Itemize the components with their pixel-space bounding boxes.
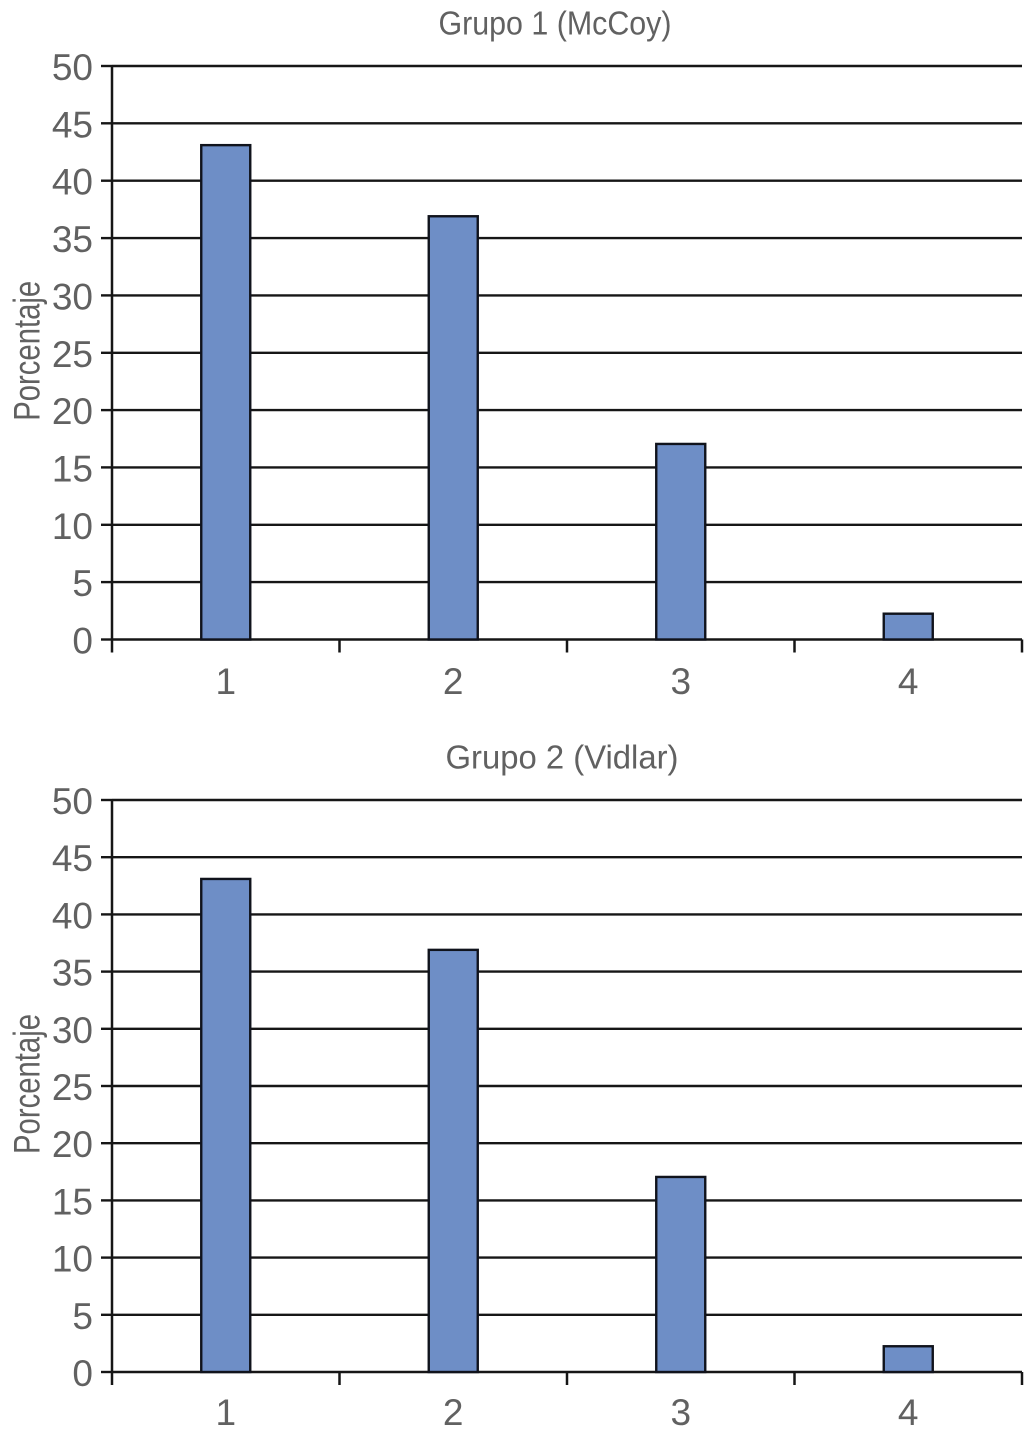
svg-text:5: 5 — [72, 563, 93, 604]
svg-text:1: 1 — [216, 1392, 237, 1433]
svg-text:20: 20 — [52, 1124, 93, 1165]
svg-text:4: 4 — [898, 1392, 919, 1433]
svg-text:35: 35 — [52, 219, 93, 260]
svg-text:Porcentaje: Porcentaje — [7, 1014, 48, 1154]
svg-text:0: 0 — [72, 621, 93, 662]
svg-text:10: 10 — [52, 506, 93, 547]
svg-text:30: 30 — [52, 276, 93, 317]
svg-text:5: 5 — [72, 1296, 93, 1337]
svg-text:1: 1 — [216, 661, 237, 702]
svg-text:Grupo 1 (McCoy): Grupo 1 (McCoy) — [439, 5, 672, 42]
svg-text:45: 45 — [52, 838, 93, 879]
svg-text:50: 50 — [52, 47, 93, 88]
svg-text:25: 25 — [52, 1067, 93, 1108]
svg-text:0: 0 — [72, 1353, 93, 1394]
svg-text:50: 50 — [52, 781, 93, 822]
svg-text:20: 20 — [52, 391, 93, 432]
svg-text:35: 35 — [52, 953, 93, 994]
svg-text:Porcentaje: Porcentaje — [7, 281, 48, 421]
svg-text:45: 45 — [52, 104, 93, 145]
svg-text:40: 40 — [52, 895, 93, 936]
svg-text:4: 4 — [898, 661, 919, 702]
svg-text:15: 15 — [52, 1181, 93, 1222]
svg-text:3: 3 — [671, 661, 692, 702]
svg-text:10: 10 — [52, 1239, 93, 1280]
svg-text:Grupo 2 (Vidlar): Grupo 2 (Vidlar) — [446, 739, 679, 776]
svg-text:3: 3 — [671, 1392, 692, 1433]
svg-text:2: 2 — [443, 1392, 464, 1433]
svg-text:15: 15 — [52, 448, 93, 489]
svg-text:30: 30 — [52, 1010, 93, 1051]
svg-text:40: 40 — [52, 162, 93, 203]
svg-text:25: 25 — [52, 334, 93, 375]
svg-text:2: 2 — [443, 661, 464, 702]
